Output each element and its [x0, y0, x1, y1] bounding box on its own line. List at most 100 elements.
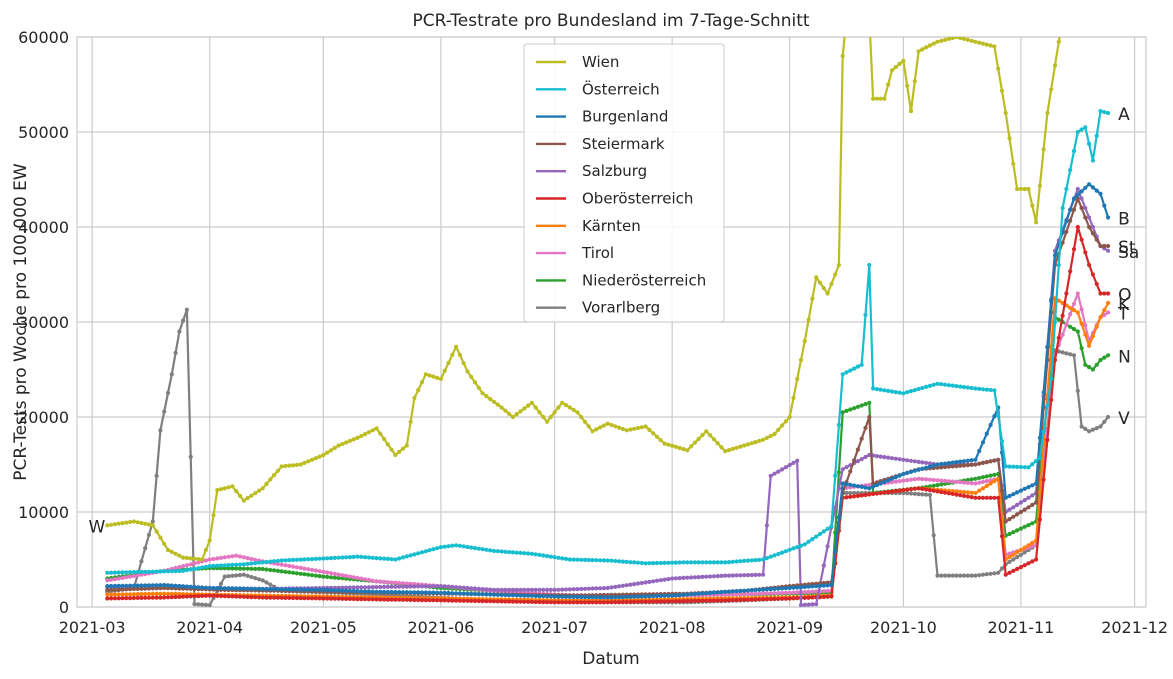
data-point [988, 459, 993, 464]
data-point [977, 573, 982, 578]
data-point [128, 583, 133, 588]
data-point [802, 584, 807, 590]
data-point [518, 409, 523, 414]
data-point [761, 587, 766, 592]
data-point [749, 558, 754, 563]
data-point [143, 583, 148, 588]
data-point [719, 573, 724, 579]
data-point [438, 376, 443, 382]
data-point [632, 599, 637, 605]
data-point [1064, 291, 1069, 296]
data-point [287, 570, 292, 575]
data-point [548, 554, 553, 559]
data-point [313, 568, 318, 573]
data-point [977, 475, 982, 481]
data-point [654, 434, 660, 439]
data-point [867, 400, 872, 405]
data-point [1007, 136, 1012, 141]
data-point [973, 490, 978, 496]
data-point [321, 556, 326, 561]
data-point [495, 599, 500, 604]
data-point [852, 406, 857, 411]
data-point [905, 491, 910, 496]
data-point [529, 551, 535, 556]
data-point [776, 586, 781, 591]
data-point [889, 389, 895, 394]
data-point [889, 480, 895, 485]
data-point [499, 405, 504, 410]
data-point [980, 440, 986, 445]
data-point [336, 572, 341, 577]
data-point [1060, 350, 1065, 355]
data-point [810, 589, 815, 594]
data-point [874, 491, 880, 496]
data-point [905, 83, 910, 88]
data-point [742, 588, 747, 593]
data-point [275, 587, 280, 592]
data-point [719, 445, 724, 450]
data-point [203, 602, 208, 607]
data-point [408, 597, 413, 603]
data-point [234, 566, 239, 571]
y-tick-label: 0 [59, 598, 69, 617]
data-point [491, 599, 497, 604]
data-point [116, 521, 121, 526]
data-point [1102, 203, 1107, 208]
data-point [1037, 435, 1042, 440]
data-point [753, 440, 758, 445]
data-point [169, 372, 174, 377]
data-point [472, 598, 478, 604]
data-point [961, 463, 967, 468]
legend-item: Tirol [536, 244, 614, 262]
data-point [325, 570, 330, 575]
data-point [946, 37, 951, 41]
data-point [855, 490, 861, 496]
data-point [203, 593, 208, 598]
data-point [996, 476, 1001, 481]
legend-label: Österreich [582, 79, 660, 98]
data-point [757, 438, 762, 443]
data-point [491, 399, 497, 404]
legend-item: Niederösterreich [536, 271, 706, 289]
data-point [173, 350, 178, 355]
data-point [1052, 253, 1058, 258]
data-point [385, 580, 390, 585]
data-point [567, 587, 572, 592]
data-point [863, 425, 868, 430]
data-point [795, 585, 800, 590]
data-point [344, 585, 349, 590]
data-point [541, 600, 546, 605]
data-point [400, 581, 406, 586]
data-point [196, 560, 201, 565]
data-point [131, 570, 136, 575]
legend-label: Wien [582, 53, 619, 71]
data-point [814, 589, 819, 594]
data-point [226, 563, 231, 568]
data-point [378, 556, 383, 561]
data-point [1026, 465, 1031, 470]
data-point [128, 596, 133, 601]
data-point [927, 383, 933, 388]
data-point [230, 594, 235, 599]
data-point [635, 581, 641, 586]
data-point [177, 584, 182, 589]
data-point [961, 573, 967, 578]
data-point [196, 594, 201, 599]
data-point [389, 447, 394, 452]
data-point [939, 478, 944, 483]
data-point [1030, 493, 1035, 498]
data-point [871, 484, 876, 489]
data-point [526, 403, 531, 408]
data-point [143, 595, 148, 600]
data-point [1090, 185, 1095, 190]
data-point [791, 596, 796, 601]
data-point [1007, 551, 1012, 556]
data-point [226, 485, 231, 490]
series-oesterreich [105, 109, 1111, 575]
x-tick-labels: 2021-03 2021-04 2021-05 2021-06 2021-07 2021-… [59, 618, 1168, 637]
data-point [1106, 310, 1111, 315]
data-point [817, 531, 823, 537]
data-point [988, 43, 993, 48]
data-point [692, 598, 698, 604]
data-point [241, 594, 246, 599]
